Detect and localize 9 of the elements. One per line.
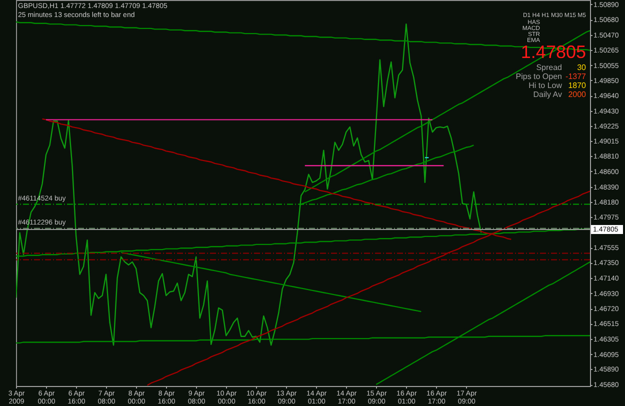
annotation: 30: [577, 63, 587, 72]
annotation: Daily Av: [533, 90, 562, 99]
annotation: Hi to Low: [528, 81, 562, 90]
annotation: 1.47805: [520, 42, 586, 62]
annotation: 1870: [568, 81, 587, 90]
annotation: Pips to Open: [516, 72, 562, 81]
annotation: 2000: [568, 90, 587, 99]
annotation: -1377: [566, 72, 587, 81]
annotation: Spread: [536, 63, 562, 72]
